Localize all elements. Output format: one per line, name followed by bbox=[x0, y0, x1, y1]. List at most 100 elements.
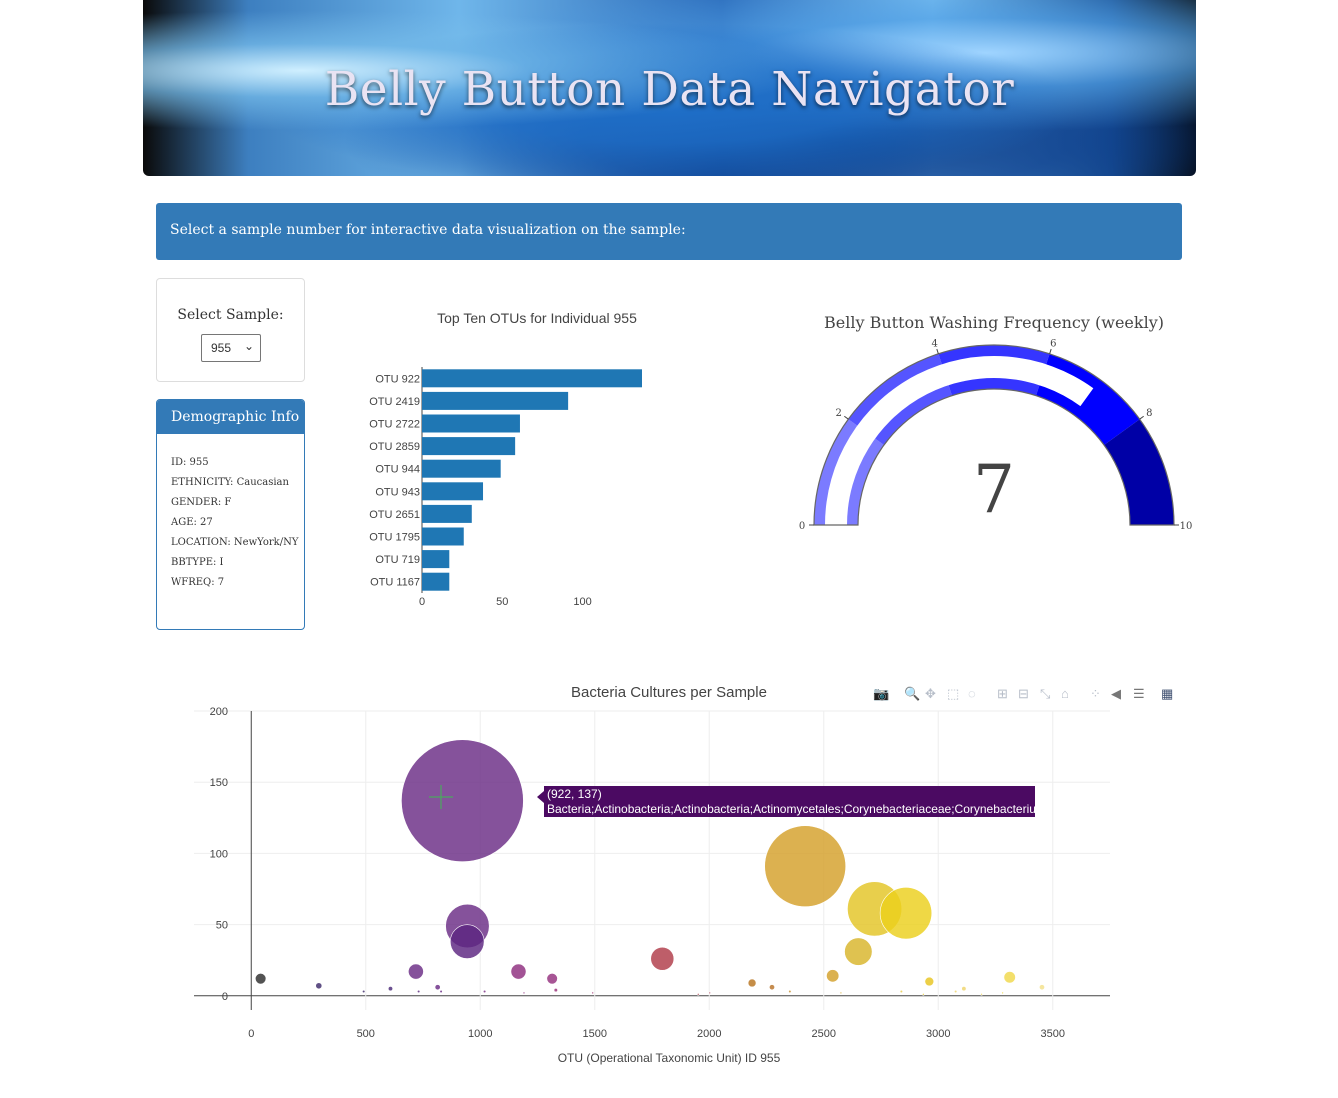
gauge-tick-label: 8 bbox=[1146, 408, 1152, 419]
demographic-bbtype: BBTYPE: I bbox=[171, 557, 224, 568]
bubble-point bbox=[482, 989, 487, 994]
gauge-value: 7 bbox=[973, 451, 1015, 528]
bubble-point bbox=[844, 937, 873, 966]
hover-coords: (922, 137) bbox=[547, 787, 602, 801]
bubble-point bbox=[591, 991, 594, 995]
gauge-value-bar bbox=[825, 356, 1094, 525]
bubble-point bbox=[879, 887, 933, 940]
bubble-x-tick-label: 2000 bbox=[697, 1028, 721, 1040]
bar-x-tick-label: 100 bbox=[573, 596, 591, 608]
bubble-y-tick-label: 150 bbox=[210, 777, 228, 789]
bubble-point bbox=[747, 978, 757, 988]
bubble-point bbox=[954, 989, 958, 994]
bar-x-tick-label: 50 bbox=[496, 596, 508, 608]
spike-lines-icon[interactable]: ⁘ bbox=[1090, 686, 1101, 701]
bubble-y-tick-label: 100 bbox=[210, 848, 228, 860]
gauge-tick-label: 4 bbox=[931, 338, 937, 349]
sample-select-label: Select Sample: bbox=[177, 307, 284, 323]
zoom-icon[interactable]: 🔍 bbox=[904, 686, 921, 701]
bubble-x-tick-label: 2500 bbox=[812, 1028, 836, 1040]
bar-x-tick-label: 0 bbox=[419, 596, 425, 608]
bar bbox=[422, 550, 450, 569]
demographic-list: ID: 955 ETHNICITY: Caucasian GENDER: F A… bbox=[171, 457, 299, 597]
demographic-panel: Demographic Info ID: 955 ETHNICITY: Cauc… bbox=[156, 399, 305, 630]
gauge-tick bbox=[1049, 348, 1052, 354]
gauge-step bbox=[1104, 419, 1174, 525]
bar-category-label: OTU 2722 bbox=[369, 419, 420, 431]
bubble-point bbox=[362, 989, 366, 994]
bubble-point bbox=[522, 991, 526, 995]
hover-tooltip: (922, 137) Bacteria;Actinobacteria;Actin… bbox=[429, 785, 1046, 817]
bubble-point bbox=[769, 984, 775, 991]
bar-category-label: OTU 2859 bbox=[369, 441, 420, 453]
plotly-logo-icon[interactable]: ▦ bbox=[1161, 686, 1174, 701]
gauge-tick-label: 10 bbox=[1180, 521, 1193, 532]
home-icon[interactable]: ⌂ bbox=[1061, 686, 1069, 701]
bubble-x-tick-label: 3500 bbox=[1041, 1028, 1065, 1040]
bubble-point bbox=[708, 991, 712, 995]
hover-closest-icon[interactable]: ◀ bbox=[1111, 686, 1121, 701]
bubble-point bbox=[764, 825, 847, 908]
bacteria-bubble-chart[interactable]: Bacteria Cultures per Sample 0 50 100 150 20… bbox=[150, 670, 1190, 1080]
bubble-chart-title: Bacteria Cultures per Sample bbox=[571, 684, 767, 701]
bubble-point bbox=[439, 989, 443, 994]
demographic-age: AGE: 27 bbox=[171, 517, 213, 528]
bar-category-label: OTU 943 bbox=[375, 486, 420, 498]
demographic-ethnicity: ETHNICITY: Caucasian bbox=[171, 477, 289, 488]
bar bbox=[422, 414, 520, 433]
bubble-x-tick-label: 3000 bbox=[926, 1028, 950, 1040]
bubble-point bbox=[696, 993, 700, 996]
bar bbox=[422, 482, 484, 501]
bar bbox=[422, 459, 501, 478]
box-select-icon[interactable]: ⬚ bbox=[947, 686, 960, 701]
bar-category-label: OTU 1167 bbox=[370, 577, 420, 589]
bubble-x-tick-label: 1500 bbox=[583, 1028, 607, 1040]
bar bbox=[422, 572, 450, 591]
camera-icon[interactable]: 📷 bbox=[873, 686, 890, 701]
header-banner: Belly Button Data Navigator bbox=[143, 0, 1196, 176]
gauge-tick bbox=[1139, 415, 1144, 420]
bubble-point bbox=[650, 946, 675, 971]
pan-icon[interactable]: ✥ bbox=[925, 686, 936, 701]
chart-modebar: 📷 🔍 ✥ ⬚ ◌ ⊞ ⊟ ⤡ ⌂ ⁘ ◀ ☰ ▦ bbox=[873, 686, 1183, 702]
demographic-location: LOCATION: NewYork/NY bbox=[171, 537, 299, 548]
lasso-icon[interactable]: ◌ bbox=[968, 686, 976, 701]
bubble-point bbox=[1003, 971, 1016, 984]
gauge-tick bbox=[844, 415, 849, 420]
bubble-point bbox=[1001, 991, 1004, 995]
gauge-tick-label: 2 bbox=[835, 408, 841, 419]
top-otu-bar-chart[interactable]: Top Ten OTUs for Individual 955 0 50 100 OT… bbox=[340, 295, 740, 625]
bubble-point bbox=[408, 963, 424, 980]
bubble-point bbox=[254, 973, 267, 985]
bar-category-label: OTU 2419 bbox=[369, 396, 420, 408]
chevron-down-icon: ⌄ bbox=[243, 339, 254, 353]
instruction-text: Select a sample number for interactive d… bbox=[170, 222, 686, 238]
bar-category-label: OTU 944 bbox=[375, 464, 420, 476]
gauge-outline bbox=[813, 344, 1175, 526]
autoscale-icon[interactable]: ⤡ bbox=[1040, 686, 1051, 701]
bar-category-label: OTU 1795 bbox=[369, 532, 420, 544]
bar-category-label: OTU 922 bbox=[375, 373, 420, 385]
hover-compare-icon[interactable]: ☰ bbox=[1133, 686, 1145, 701]
bubble-point bbox=[510, 963, 527, 980]
bubble-point bbox=[417, 989, 421, 994]
bar bbox=[422, 391, 569, 410]
bubble-point bbox=[387, 986, 394, 992]
wash-frequency-gauge[interactable]: Belly Button Washing Frequency (weekly) … bbox=[780, 300, 1220, 545]
bubble-point bbox=[980, 993, 983, 996]
bubble-x-tick-label: 0 bbox=[248, 1028, 254, 1040]
sample-select-dropdown[interactable]: 955 ⌄ bbox=[201, 334, 261, 362]
zoom-in-icon[interactable]: ⊞ bbox=[997, 686, 1008, 701]
bubble-x-axis-label: OTU (Operational Taxonomic Unit) ID 955 bbox=[558, 1051, 781, 1065]
bubble-point bbox=[899, 989, 904, 994]
bar-category-label: OTU 2651 bbox=[369, 509, 420, 521]
zoom-out-icon[interactable]: ⊟ bbox=[1018, 686, 1029, 701]
hover-label: Bacteria;Actinobacteria;Actinobacteria;A… bbox=[547, 802, 1046, 816]
bar bbox=[422, 504, 472, 523]
bubble-point bbox=[961, 986, 967, 992]
bubble-point bbox=[924, 976, 935, 987]
page-title: Belly Button Data Navigator bbox=[324, 62, 1015, 117]
bubble-point bbox=[401, 739, 524, 862]
bubble-point bbox=[553, 987, 558, 993]
sample-select-value: 955 bbox=[211, 341, 232, 355]
